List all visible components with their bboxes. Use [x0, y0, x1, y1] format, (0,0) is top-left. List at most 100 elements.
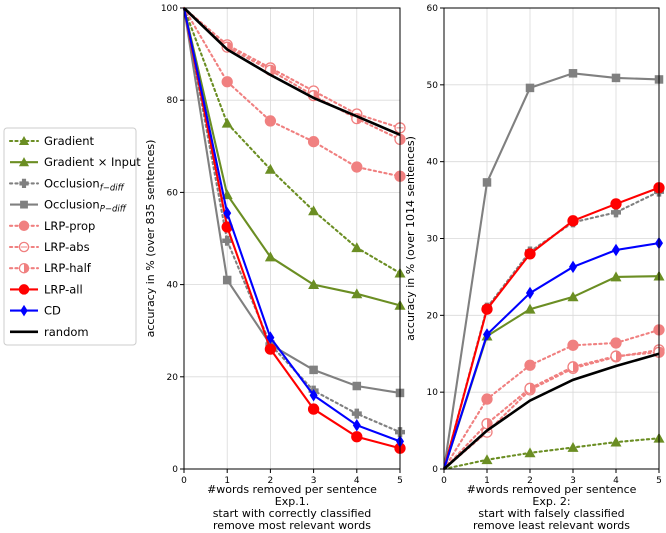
series-line — [182, 7, 401, 394]
plot-frame — [183, 7, 401, 470]
legend-label: Occlusionf−diff — [44, 176, 125, 193]
legend-marker — [18, 220, 30, 232]
caption-line: Exp. 2: — [532, 495, 570, 508]
data-point — [351, 161, 363, 173]
legend: Gradient Gradient × Input Occlusionf−diff O… — [3, 127, 141, 346]
y-tick-label: 20 — [427, 311, 439, 321]
series-lrp-all — [442, 182, 665, 470]
legend-label: OcclusionP−diff — [44, 198, 127, 215]
y-tick-label: 50 — [427, 81, 439, 91]
data-point — [221, 76, 233, 88]
series-line — [182, 6, 402, 434]
x-tick-label: 0 — [181, 476, 187, 486]
data-point — [611, 207, 621, 218]
data-point — [264, 115, 277, 127]
series-cd — [442, 236, 663, 470]
legend-label: Gradient × Input — [44, 155, 141, 169]
legend-marker — [20, 200, 28, 209]
data-point — [567, 339, 579, 351]
legend-label: LRP-all — [44, 282, 83, 296]
legend-marker — [18, 241, 30, 253]
data-point — [264, 163, 276, 174]
legend-entry-random: random — [10, 325, 89, 339]
series-gradient — [442, 432, 665, 471]
data-point — [351, 242, 363, 253]
series-line — [442, 190, 661, 471]
data-point — [611, 73, 621, 83]
legend-box — [3, 127, 137, 346]
data-point — [610, 350, 622, 362]
legend-entry-occlusion-f-diff: Occlusionf−diff — [8, 176, 125, 193]
series-line — [442, 242, 660, 470]
x-tick-label: 2 — [268, 476, 274, 486]
caption-line: remove most relevant words — [213, 519, 371, 532]
data-point — [524, 447, 536, 458]
data-point — [612, 243, 620, 257]
legend-entry-lrp-prop: LRP-prop — [8, 219, 95, 233]
data-point — [610, 337, 622, 349]
data-point — [351, 408, 362, 419]
x-axis-label: #words removed per sentence — [207, 483, 377, 496]
x-tick-label: 4 — [613, 476, 619, 486]
y-tick-label: 0 — [172, 465, 178, 475]
series-random — [183, 7, 401, 136]
y-axis-label: accuracy in % (over 835 sentences) — [144, 140, 157, 338]
legend-label: LRP-half — [44, 261, 92, 275]
data-point — [610, 198, 622, 210]
data-point — [221, 117, 233, 128]
legend-entry-gradient-input: Gradient × Input — [10, 155, 141, 169]
legend-marker — [18, 135, 30, 146]
legend-entry-lrp-half: LRP-half — [8, 261, 92, 275]
y-tick-label: 60 — [427, 4, 439, 14]
series-line — [442, 328, 661, 471]
series-occlusion-p-diff — [442, 69, 664, 470]
y-tick-label: 40 — [427, 158, 439, 168]
data-point — [610, 436, 622, 447]
legend-label: CD — [44, 304, 61, 318]
legend-marker — [18, 262, 30, 274]
x-tick-label: 2 — [527, 476, 533, 486]
legend-marker — [19, 178, 29, 188]
y-tick-label: 20 — [167, 373, 179, 383]
data-point — [567, 361, 579, 373]
data-point — [524, 303, 536, 314]
data-point — [524, 382, 536, 394]
data-point — [264, 251, 276, 262]
y-axis-label: accuracy in % (over 1014 sentences) — [404, 136, 417, 341]
legend-entry-lrp-abs: LRP-abs — [8, 240, 90, 254]
series-gradient — [182, 6, 406, 278]
x-tick-label: 5 — [656, 476, 662, 486]
legend-entry-occlusion-p-diff: OcclusionP−diff — [10, 198, 127, 215]
series-lrp-half — [442, 346, 665, 471]
legend-label: LRP-abs — [44, 240, 90, 254]
x-axis-label: #words removed per sentence — [467, 483, 637, 496]
y-tick-label: 0 — [432, 465, 438, 475]
series-line — [442, 72, 660, 470]
y-tick-label: 30 — [427, 235, 439, 245]
series-line — [182, 6, 402, 275]
data-point — [526, 286, 534, 300]
data-point — [481, 454, 493, 465]
caption-line: start with falsely classified — [478, 507, 624, 520]
data-point — [525, 83, 535, 93]
legend-marker — [20, 304, 28, 317]
data-point — [266, 331, 275, 344]
y-tick-label: 40 — [167, 281, 179, 291]
data-point — [222, 235, 233, 246]
legend-entry-lrp-all: LRP-all — [10, 282, 83, 296]
data-point — [567, 441, 579, 452]
data-point — [483, 328, 491, 341]
caption-line: Exp.1. — [275, 495, 309, 508]
data-point — [567, 291, 579, 302]
x-tick-label: 3 — [570, 476, 576, 486]
data-point — [307, 403, 320, 415]
x-tick-label: 4 — [354, 476, 360, 486]
series-line — [182, 6, 402, 129]
x-tick-label: 0 — [441, 476, 447, 486]
caption-line: remove least relevant words — [473, 519, 630, 532]
data-point — [567, 215, 579, 227]
data-point — [482, 178, 492, 187]
data-point — [307, 136, 320, 148]
